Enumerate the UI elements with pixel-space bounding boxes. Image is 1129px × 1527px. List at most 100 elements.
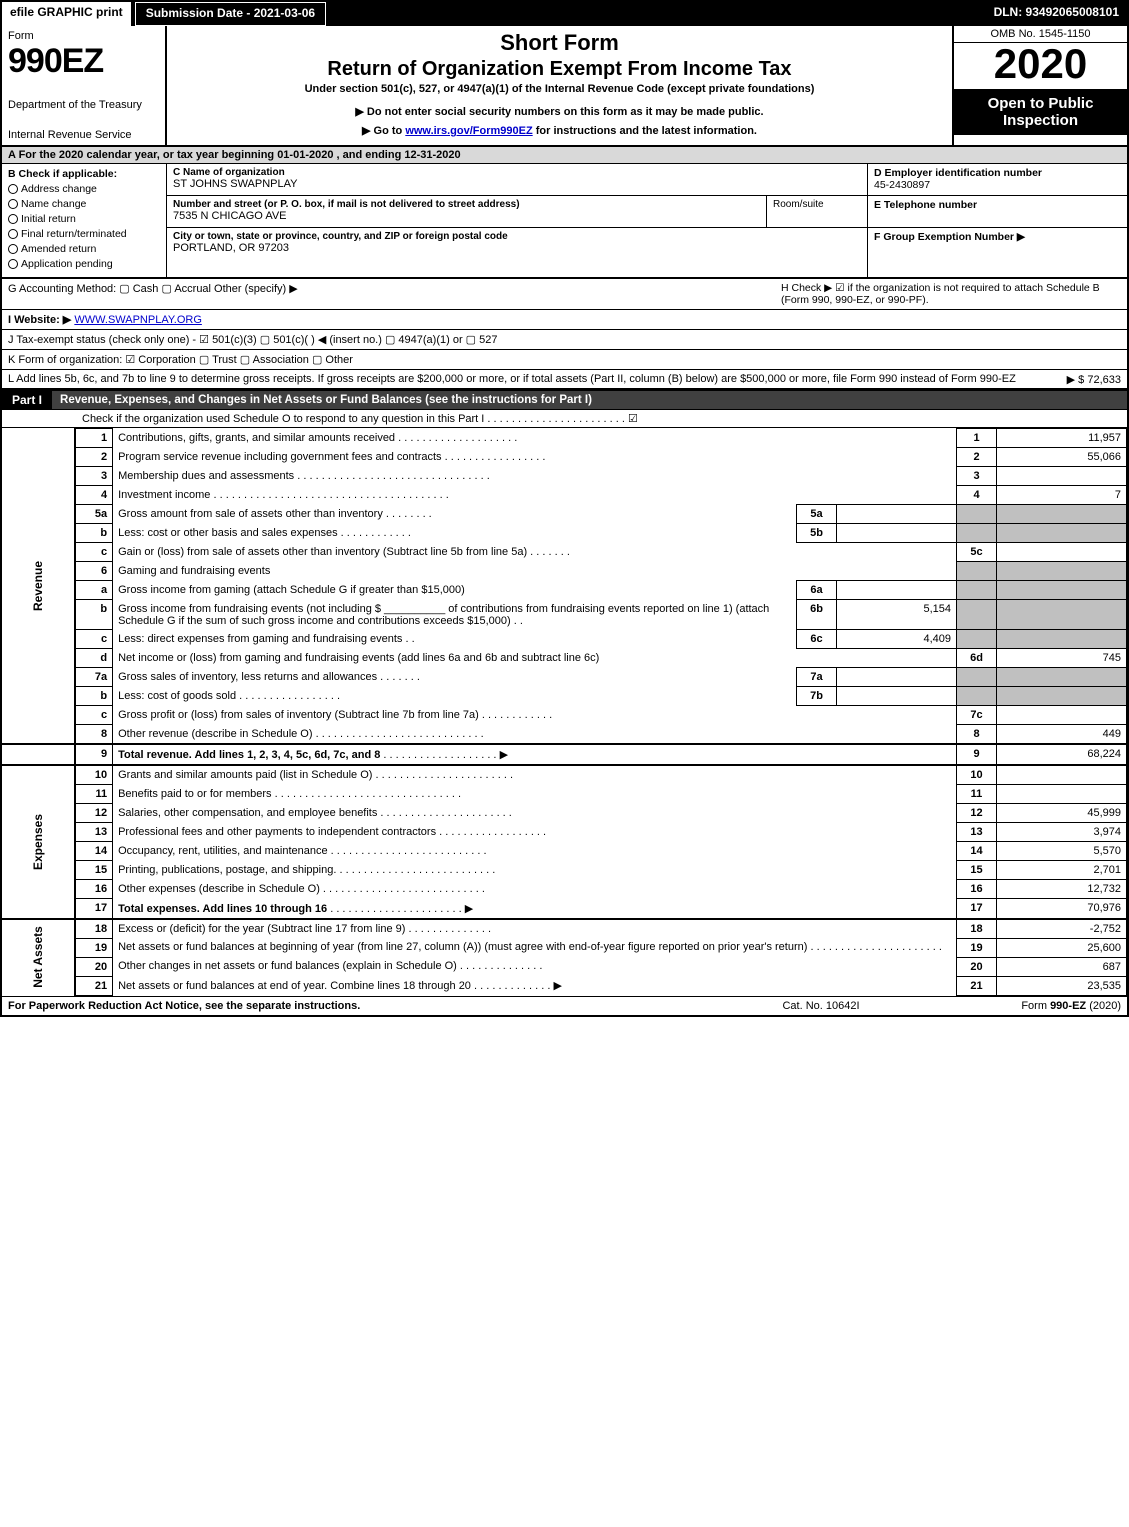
- info-grid: B Check if applicable: Address change Na…: [2, 164, 1127, 279]
- form-number: 990EZ: [8, 42, 159, 81]
- line-14: 14 Occupancy, rent, utilities, and maint…: [2, 842, 1127, 861]
- line-6c: c Less: direct expenses from gaming and …: [2, 630, 1127, 649]
- row-j-tax-exempt: J Tax-exempt status (check only one) - ☑…: [2, 330, 1127, 350]
- line-21: 21 Net assets or fund balances at end of…: [2, 976, 1127, 995]
- schedule-b-check: H Check ▶ ☑ if the organization is not r…: [781, 282, 1121, 306]
- submission-date-badge: Submission Date - 2021-03-06: [135, 2, 326, 26]
- accounting-method: G Accounting Method: ▢ Cash ▢ Accrual Ot…: [8, 282, 781, 306]
- chk-amended-return[interactable]: Amended return: [8, 243, 160, 255]
- room-cell: Room/suite: [767, 196, 867, 227]
- row-k-org-form: K Form of organization: ☑ Corporation ▢ …: [2, 350, 1127, 370]
- line-6: 6 Gaming and fundraising events: [2, 562, 1127, 581]
- line-1: Revenue 1 Contributions, gifts, grants, …: [2, 429, 1127, 448]
- city-value: PORTLAND, OR 97203: [173, 242, 861, 254]
- chk-final-return[interactable]: Final return/terminated: [8, 228, 160, 240]
- line-17: 17 Total expenses. Add lines 10 through …: [2, 899, 1127, 919]
- line-7a: 7a Gross sales of inventory, less return…: [2, 668, 1127, 687]
- phone-cell: E Telephone number: [868, 196, 1127, 228]
- header-left: Form 990EZ Department of the Treasury In…: [2, 26, 167, 145]
- ein-value: 45-2430897: [874, 179, 1121, 191]
- row-l-gross-receipts: L Add lines 5b, 6c, and 7b to line 9 to …: [2, 370, 1127, 390]
- ein-cell: D Employer identification number 45-2430…: [868, 164, 1127, 196]
- open-inspection-badge: Open to Public Inspection: [954, 89, 1127, 135]
- col-d-right: D Employer identification number 45-2430…: [867, 164, 1127, 277]
- group-exemption-cell: F Group Exemption Number ▶: [868, 228, 1127, 260]
- line-6d: d Net income or (loss) from gaming and f…: [2, 649, 1127, 668]
- org-name-value: ST JOHNS SWAPNPLAY: [173, 178, 861, 190]
- line-20: 20 Other changes in net assets or fund b…: [2, 957, 1127, 976]
- ssn-warning: ▶ Do not enter social security numbers o…: [175, 105, 944, 118]
- goto-prefix: ▶ Go to: [362, 125, 405, 137]
- col-b-title: B Check if applicable:: [8, 168, 160, 180]
- website-link[interactable]: WWW.SWAPNPLAY.ORG: [74, 314, 202, 326]
- subtitle: Under section 501(c), 527, or 4947(a)(1)…: [175, 83, 944, 95]
- line-7b: b Less: cost of goods sold . . . . . . .…: [2, 687, 1127, 706]
- line-18: Net Assets 18 Excess or (deficit) for th…: [2, 919, 1127, 939]
- line-13: 13 Professional fees and other payments …: [2, 823, 1127, 842]
- line-3: 3 Membership dues and assessments . . . …: [2, 467, 1127, 486]
- street-value: 7535 N CHICAGO AVE: [173, 210, 760, 222]
- efile-print-label[interactable]: efile GRAPHIC print: [2, 2, 131, 26]
- org-name-label: C Name of organization: [173, 167, 861, 178]
- row-l-text: L Add lines 5b, 6c, and 7b to line 9 to …: [8, 373, 1016, 385]
- chk-initial-return[interactable]: Initial return: [8, 213, 160, 225]
- line-5a: 5a Gross amount from sale of assets othe…: [2, 505, 1127, 524]
- chk-address-change[interactable]: Address change: [8, 183, 160, 195]
- paperwork-notice: For Paperwork Reduction Act Notice, see …: [8, 1000, 721, 1012]
- form-header: Form 990EZ Department of the Treasury In…: [2, 26, 1127, 147]
- form-990ez-page: efile GRAPHIC print Submission Date - 20…: [0, 0, 1129, 1017]
- city-cell: City or town, state or province, country…: [167, 228, 867, 260]
- room-label: Room/suite: [773, 199, 824, 210]
- top-bar: efile GRAPHIC print Submission Date - 20…: [2, 2, 1127, 26]
- line-5b: b Less: cost or other basis and sales ex…: [2, 524, 1127, 543]
- col-c-org-info: C Name of organization ST JOHNS SWAPNPLA…: [167, 164, 867, 277]
- form-footer-label: Form 990-EZ (2020): [921, 1000, 1121, 1012]
- line-2: 2 Program service revenue including gove…: [2, 448, 1127, 467]
- tax-year: 2020: [954, 43, 1127, 85]
- part-1-label: Part I: [2, 390, 52, 410]
- street-cell: Number and street (or P. O. box, if mail…: [167, 196, 767, 227]
- row-l-amount: ▶ $ 72,633: [1067, 373, 1121, 386]
- line-6b: b Gross income from fundraising events (…: [2, 600, 1127, 630]
- main-title: Return of Organization Exempt From Incom…: [175, 58, 944, 81]
- website-prefix: I Website: ▶: [8, 314, 71, 326]
- line-6a: a Gross income from gaming (attach Sched…: [2, 581, 1127, 600]
- goto-instructions: ▶ Go to www.irs.gov/Form990EZ for instru…: [175, 124, 944, 137]
- phone-label: E Telephone number: [874, 199, 1121, 211]
- header-center: Short Form Return of Organization Exempt…: [167, 26, 952, 145]
- dln-label: DLN: 93492065008101: [986, 2, 1127, 26]
- finance-table: Revenue 1 Contributions, gifts, grants, …: [2, 428, 1127, 996]
- line-15: 15 Printing, publications, postage, and …: [2, 861, 1127, 880]
- expenses-side-label: Expenses: [2, 765, 75, 919]
- line-a-tax-year: A For the 2020 calendar year, or tax yea…: [2, 147, 1127, 164]
- part-1-header: Part I Revenue, Expenses, and Changes in…: [2, 390, 1127, 410]
- org-name-cell: C Name of organization ST JOHNS SWAPNPLA…: [167, 164, 867, 196]
- part-1-schedule-o-check: Check if the organization used Schedule …: [2, 410, 1127, 428]
- line-11: 11 Benefits paid to or for members . . .…: [2, 785, 1127, 804]
- chk-application-pending[interactable]: Application pending: [8, 258, 160, 270]
- line-7c: c Gross profit or (loss) from sales of i…: [2, 706, 1127, 725]
- street-row: Number and street (or P. O. box, if mail…: [167, 196, 867, 228]
- line-9: 9 Total revenue. Add lines 1, 2, 3, 4, 5…: [2, 744, 1127, 765]
- row-i-website: I Website: ▶ WWW.SWAPNPLAY.ORG: [2, 310, 1127, 330]
- line-5c: c Gain or (loss) from sale of assets oth…: [2, 543, 1127, 562]
- dept-irs: Internal Revenue Service: [8, 129, 159, 141]
- net-assets-side-label: Net Assets: [2, 919, 75, 996]
- city-label: City or town, state or province, country…: [173, 231, 861, 242]
- header-right: OMB No. 1545-1150 2020 Open to Public In…: [952, 26, 1127, 145]
- row-g-h: G Accounting Method: ▢ Cash ▢ Accrual Ot…: [2, 279, 1127, 310]
- catalog-number: Cat. No. 10642I: [721, 1000, 921, 1012]
- street-label: Number and street (or P. O. box, if mail…: [173, 199, 760, 210]
- revenue-side-label: Revenue: [2, 429, 75, 745]
- line-8: 8 Other revenue (describe in Schedule O)…: [2, 725, 1127, 745]
- ein-label: D Employer identification number: [874, 167, 1121, 179]
- col-b-checkboxes: B Check if applicable: Address change Na…: [2, 164, 167, 277]
- line-12: 12 Salaries, other compensation, and emp…: [2, 804, 1127, 823]
- line-16: 16 Other expenses (describe in Schedule …: [2, 880, 1127, 899]
- part-1-title: Revenue, Expenses, and Changes in Net As…: [52, 391, 1127, 409]
- line-19: 19 Net assets or fund balances at beginn…: [2, 938, 1127, 957]
- group-exemption-label: F Group Exemption Number ▶: [874, 231, 1121, 243]
- line-10: Expenses 10 Grants and similar amounts p…: [2, 765, 1127, 785]
- irs-link[interactable]: www.irs.gov/Form990EZ: [405, 125, 532, 137]
- chk-name-change[interactable]: Name change: [8, 198, 160, 210]
